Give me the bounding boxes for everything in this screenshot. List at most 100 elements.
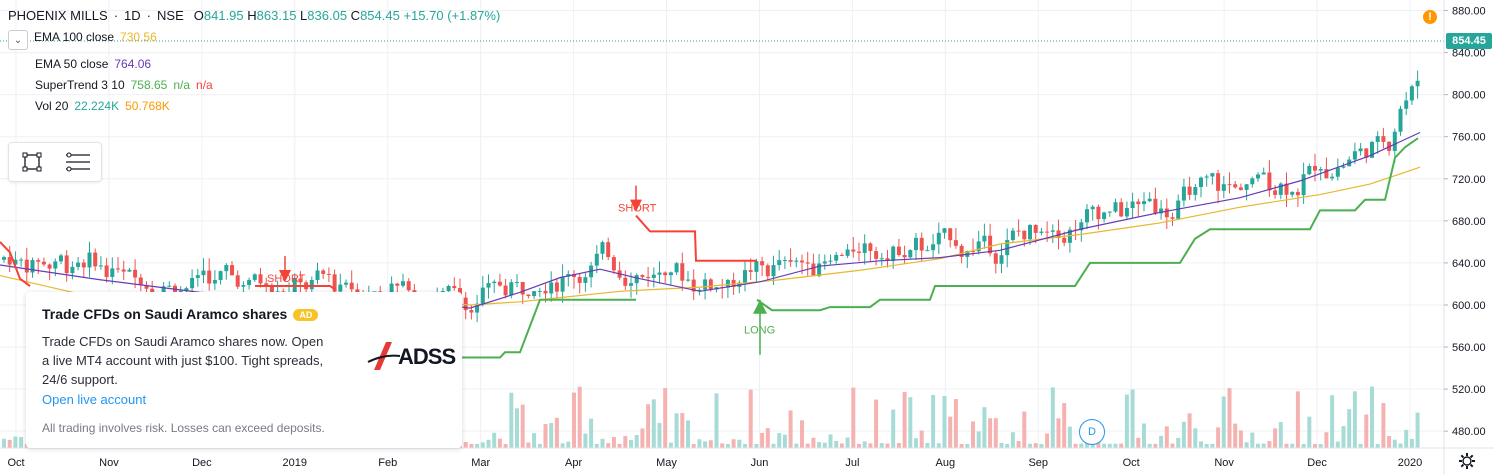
candle-body (218, 271, 223, 281)
candle-body (47, 264, 52, 269)
volume-bar (1398, 443, 1403, 448)
candle-body (839, 254, 844, 256)
volume-bar (1313, 444, 1317, 448)
candle-body (98, 265, 103, 267)
volume-bar (1079, 443, 1084, 448)
volume-bar (1107, 443, 1112, 448)
x-tick-label: Dec (1307, 457, 1327, 469)
volume-bar (1238, 430, 1243, 448)
volume-bar (1016, 441, 1021, 448)
ad-title[interactable]: Trade CFDs on Saudi Aramco shares AD (42, 306, 319, 322)
volume-bar (1301, 443, 1306, 448)
volume-bar (686, 420, 690, 448)
close-label: C (350, 8, 361, 23)
candle-body (1404, 100, 1409, 109)
volume-bar (805, 443, 810, 448)
gear-icon[interactable] (1458, 452, 1476, 470)
chevron-down-icon[interactable]: ⌄ (8, 30, 28, 50)
candle-body (640, 275, 645, 277)
candle-body (53, 261, 58, 269)
ad-panel[interactable]: Trade CFDs on Saudi Aramco shares AD Trad… (26, 292, 462, 448)
volume-bar (885, 443, 890, 448)
indicator-value: 758.65 (130, 78, 168, 92)
volume-bar (982, 407, 987, 448)
volume-bar (857, 443, 861, 448)
candle-body (247, 279, 252, 286)
rectangle-select-icon[interactable] (18, 148, 46, 176)
low-value: 836.05 (307, 8, 348, 23)
candle-body (680, 263, 685, 281)
candle-body (1107, 211, 1112, 213)
volume-bar (953, 399, 958, 448)
volume-bar (697, 439, 702, 448)
volume-bar (1250, 432, 1255, 448)
volume-bar (520, 404, 525, 448)
volume-bar (1124, 394, 1129, 448)
volume-bar (1056, 418, 1061, 448)
volume-bar (1102, 443, 1107, 448)
candle-body (982, 235, 987, 242)
high-value: 863.15 (256, 8, 297, 23)
candle-body (708, 279, 713, 290)
candle-body (868, 243, 873, 252)
volume-bar (1153, 443, 1158, 448)
indicator-row[interactable]: SuperTrend 3 10 758.65 n/a n/a (35, 78, 500, 92)
volume-bar (1227, 388, 1232, 448)
dividend-marker[interactable]: D (1079, 419, 1105, 445)
short-signal-label: SHORT (267, 273, 306, 285)
indicator-row[interactable]: ⌄ EMA 100 close 730.56 (8, 30, 500, 50)
candle-body (1119, 202, 1124, 217)
volume-bar (788, 410, 793, 448)
candle-body (674, 263, 679, 273)
volume-bar (554, 417, 559, 448)
time-axis[interactable]: Oct Nov Dec 2019 Feb Mar Apr May Jun Jul Aug Sep Oct… (7, 457, 1422, 469)
candle-body (805, 262, 810, 264)
volume-bar (1295, 391, 1300, 448)
candle-body (184, 288, 189, 291)
candle-body (19, 259, 24, 261)
candle-body (794, 260, 799, 262)
volume-bar (1364, 414, 1369, 448)
volume-bar (7, 439, 12, 448)
indicator-row[interactable]: EMA 50 close 764.06 (35, 57, 500, 71)
candle-body (509, 282, 514, 296)
x-tick-label: Apr (565, 457, 582, 469)
x-tick-label: Oct (7, 457, 24, 469)
volume-bar (703, 441, 708, 448)
candle-body (127, 269, 132, 272)
candle-body (1278, 183, 1283, 195)
price-axis[interactable]: 880.00 840.00 800.00 760.00 720.00 680.00 640.… (1444, 6, 1486, 439)
volume-bar (1261, 443, 1266, 448)
candle-body (195, 275, 200, 278)
candle-body (1056, 230, 1061, 238)
supertrend-line (255, 285, 336, 291)
y-tick-label: 720.00 (1452, 174, 1486, 186)
candle-body (817, 263, 822, 277)
open-live-account-link[interactable]: Open live account (42, 392, 147, 407)
indicator-value: 764.06 (114, 57, 152, 71)
ad-title-text[interactable]: Trade CFDs on Saudi Aramco shares (42, 306, 288, 322)
candle-body (116, 268, 120, 270)
candle-body (999, 255, 1004, 264)
list-menu-icon[interactable] (64, 148, 92, 176)
volume-bar (1067, 426, 1072, 448)
volume-bar (988, 418, 993, 448)
candle-body (1136, 201, 1141, 205)
warning-icon[interactable]: ! (1423, 10, 1437, 24)
symbol-name[interactable]: PHOENIX MILLS (8, 8, 108, 23)
adss-logo-text: ADSS (398, 344, 456, 369)
indicator-row[interactable]: Vol 20 22.224K 50.768K (35, 99, 500, 113)
volume-bar (1119, 443, 1124, 448)
volume-bar (646, 404, 651, 448)
candle-body (1364, 148, 1369, 158)
candle-body (1124, 208, 1129, 217)
candle-body (1045, 231, 1050, 233)
volume-bar (1216, 427, 1221, 448)
candle-body (1318, 169, 1323, 171)
x-tick-label: 2019 (283, 457, 307, 469)
volume-bar (914, 438, 918, 448)
volume-bar (1273, 428, 1278, 448)
volume-bar (879, 443, 884, 448)
volume-bar (486, 439, 491, 448)
candle-body (1227, 184, 1232, 186)
